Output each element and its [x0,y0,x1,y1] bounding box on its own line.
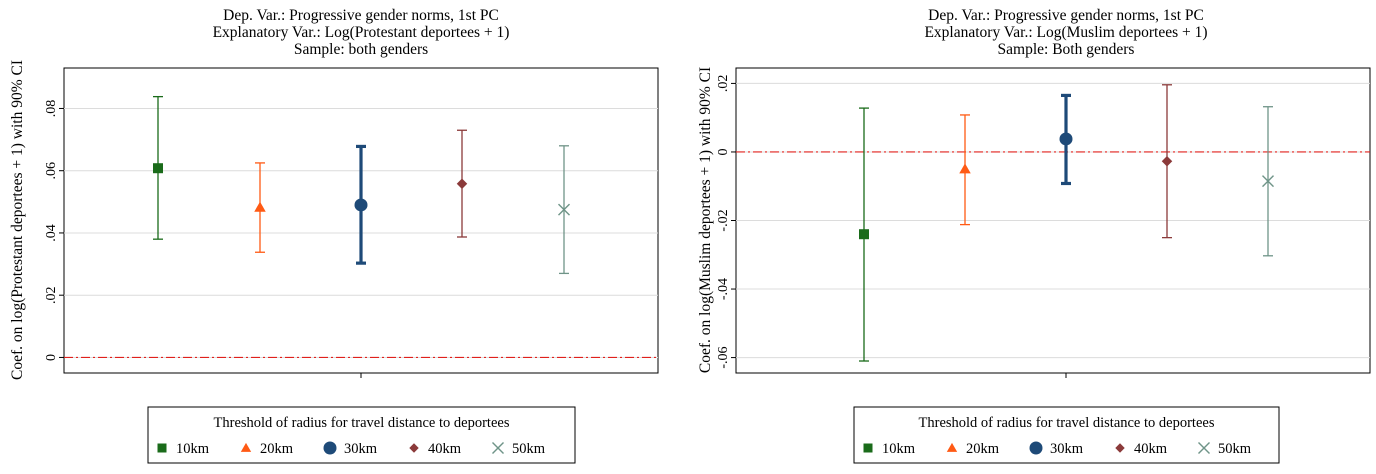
right-point-10km [859,229,869,240]
left-y-tick-label: .04 [44,224,59,242]
left-legend-label-10km: 10km [176,441,210,457]
left-legend-key-50km-stroke-b [492,442,504,454]
right-legend-label-50km: 50km [1218,441,1252,457]
left-legend-key-50km [492,442,504,454]
left-legend-key-30km [323,441,337,455]
right-legend-key-50km-stroke-b [1198,442,1210,454]
right-legend-key-20km [946,442,958,452]
right-point-50km-stroke-b [1262,175,1274,188]
left-legend-label-40km: 40km [428,441,462,457]
right-series-20km [959,114,971,226]
right-series-40km [1161,84,1173,239]
right-title-line-2: Explanatory Var.: Log(Muslim deportees +… [924,24,1207,41]
right-legend-box [853,406,1280,464]
left-point-50km-stroke-b [558,203,570,216]
left-legend-label-20km: 20km [260,441,294,457]
left-series-30km [354,144,368,265]
left-coefficient-plot: 0 .02 .04 .06 .08 Dep. Var.: Progressive gend… [9,7,659,464]
left-series-20km [254,162,266,253]
right-series-30km [1059,93,1073,186]
right-y-tick-label: -.04 [716,278,731,300]
left-legend-key-10km [157,443,167,453]
left-y-tick-label: .02 [44,286,59,304]
left-legend-label-50km: 50km [512,441,546,457]
right-title-line-3: Sample: Both genders [998,41,1135,58]
left-legend-label-30km: 30km [344,441,378,457]
left-title-line-1: Dep. Var.: Progressive gender norms, 1st… [223,7,499,24]
left-series-50km [558,145,570,275]
right-y-tick-label: .02 [716,75,731,93]
left-legend-key-40km [409,443,419,453]
left-legend-title: Threshold of radius for travel distance … [214,415,510,431]
left-y-tick-label: .08 [44,100,59,118]
right-y-axis-label: Coef. on log(Muslim deportees + 1) with … [697,67,714,373]
right-point-50km [1262,175,1274,188]
right-legend-title: Threshold of radius for travel distance … [919,415,1215,431]
right-coefficient-plot: -.06 -.04 -.02 0 .02 Dep. Var.: Progressive g… [697,7,1371,464]
right-legend-key-10km [863,443,873,453]
right-legend-label-40km: 40km [1134,441,1168,457]
right-series-50km [1262,106,1274,257]
left-point-20km [254,201,266,212]
right-y-tick-label: -.06 [716,346,731,368]
right-legend-label-20km: 20km [966,441,1000,457]
left-point-50km [558,203,570,216]
right-chart-panel: -.06 -.04 -.02 0 .02 Dep. Var.: Progressive g… [688,0,1376,469]
left-title-line-3: Sample: both genders [294,41,428,58]
left-point-10km [153,163,163,174]
left-legend-key-20km [240,442,252,452]
right-point-20km [959,163,971,174]
left-y-tick-label: .06 [44,162,59,180]
right-legend-label-10km: 10km [882,441,916,457]
left-point-30km [354,198,368,212]
left-y-tick-label: 0 [44,354,59,361]
left-series-40km [456,129,468,238]
right-point-40km [1161,155,1173,167]
left-chart-panel: 0 .02 .04 .06 .08 Dep. Var.: Progressive gend… [0,0,688,469]
left-point-40km [456,178,468,190]
right-title-line-1: Dep. Var.: Progressive gender norms, 1st… [928,7,1204,24]
right-y-tick-label: 0 [716,148,731,155]
left-legend-box [147,406,576,464]
right-legend-key-50km [1198,442,1210,454]
left-title-line-2: Explanatory Var.: Log(Protestant deporte… [213,24,510,41]
left-series-10km [153,95,163,240]
right-legend-label-30km: 30km [1050,441,1084,457]
left-y-axis-label: Coef. on log(Protestant deportees + 1) w… [9,60,26,380]
right-point-30km [1059,132,1073,146]
right-y-tick-label: -.02 [716,209,731,231]
right-legend-key-30km [1029,441,1043,455]
right-series-10km [859,107,869,362]
